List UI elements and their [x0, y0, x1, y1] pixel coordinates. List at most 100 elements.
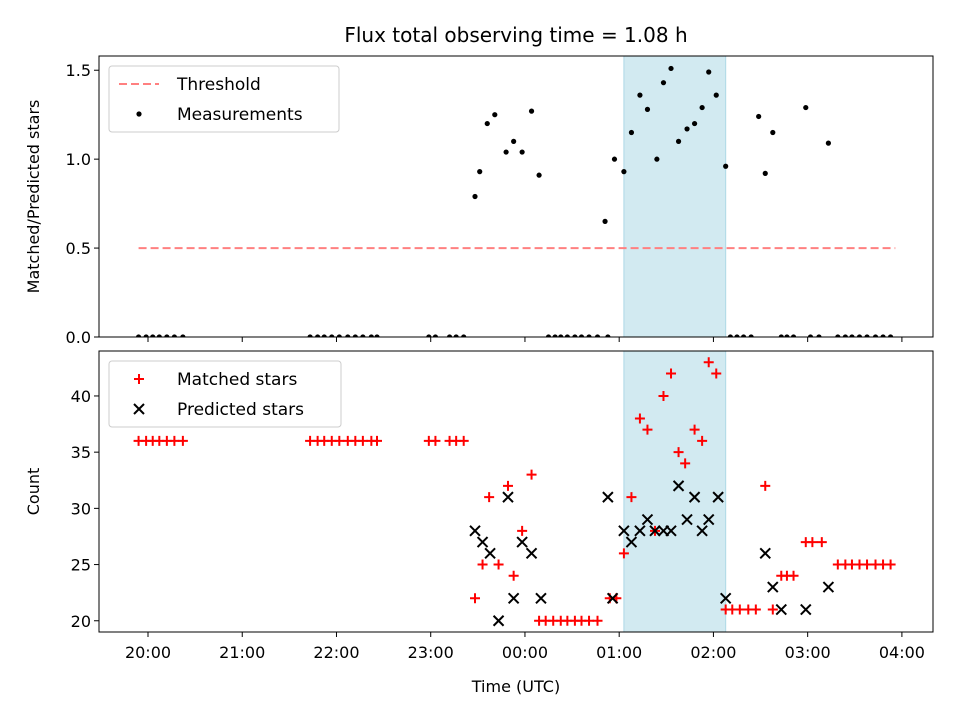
predicted-star-point	[672, 480, 685, 492]
predicted-star-point	[665, 525, 677, 537]
y-axis-label: Count	[24, 468, 43, 516]
matched-star-point	[618, 548, 629, 559]
observing-interval-shade	[623, 350, 727, 633]
measurement-point	[594, 334, 601, 337]
predicted-star-point	[649, 525, 661, 537]
measurement-point	[790, 334, 797, 337]
x-tick-label: 21:00	[219, 643, 265, 662]
measurement-point	[778, 334, 784, 337]
measurement-point	[756, 113, 762, 120]
predicted-star-point	[688, 491, 701, 503]
predicted-star-point	[535, 592, 547, 604]
measurement-point	[329, 334, 335, 337]
measurement-point	[602, 218, 608, 224]
measurement-point	[668, 65, 674, 72]
matched-star-point	[689, 424, 700, 435]
measurement-point	[803, 104, 809, 111]
measurement-point	[511, 138, 517, 144]
measurement-point	[307, 334, 313, 337]
measurement-point	[644, 106, 651, 112]
measurement-point	[143, 334, 149, 337]
measurement-point	[849, 334, 855, 337]
predicted-star-point	[822, 581, 835, 593]
matched-star-point	[666, 368, 677, 379]
matched-star-point	[658, 390, 669, 401]
predicted-star-point	[759, 547, 771, 560]
predicted-star-point	[502, 491, 514, 503]
matched-star-point	[458, 435, 469, 446]
measurement-point	[723, 163, 729, 169]
measurement-point	[628, 129, 635, 136]
y-axis-label: Matched/Predicted stars	[24, 100, 43, 294]
matched-star-point	[767, 604, 778, 615]
legend: Threshold Measurements	[108, 65, 340, 133]
x-tick-label: 23:00	[408, 643, 454, 662]
measurement-point	[842, 334, 848, 337]
predicted-star-point	[525, 547, 538, 560]
measurement-point	[345, 334, 351, 337]
matched-star-point	[680, 458, 691, 469]
legend: Matched stars Predicted stars	[108, 360, 342, 428]
measurement-point	[621, 169, 627, 175]
measurement-point	[770, 129, 776, 136]
matched-star-point	[493, 559, 504, 570]
x-axis-label: Time (UTC)	[471, 677, 560, 696]
count-panel: 20 25 30 35 40 20:00 21:00 22:00 23:00 00:00 01:00…	[24, 350, 934, 662]
measurement-point	[446, 334, 453, 337]
measurement-point	[713, 92, 719, 98]
measurement-point	[699, 104, 705, 111]
matched-star-point	[862, 559, 873, 570]
measurement-point	[586, 334, 592, 337]
matched-star-point	[626, 492, 637, 503]
y-tick-label: 1.0	[66, 150, 91, 169]
measurement-point	[654, 156, 660, 162]
measurement-point	[637, 92, 643, 98]
matched-star-point	[592, 615, 603, 626]
measurement-point	[453, 334, 459, 337]
axes-frame	[98, 350, 934, 633]
predicted-star-point	[625, 536, 638, 548]
measurement-point	[545, 334, 552, 337]
matched-star-point	[584, 615, 595, 626]
predicted-star-point	[476, 536, 489, 548]
legend-predicted-handle	[133, 403, 145, 415]
measurement-point	[660, 80, 667, 86]
measurement-point	[691, 120, 698, 127]
legend-matched-handle	[134, 374, 144, 384]
predicted-star-point	[800, 603, 812, 616]
matched-star-point	[502, 480, 513, 491]
predicted-star-point	[712, 491, 724, 503]
y-tick-label: 20	[71, 612, 91, 631]
matched-star-point	[357, 435, 368, 446]
measurement-point	[835, 334, 841, 337]
matched-star-point	[430, 435, 441, 446]
measurement-point	[180, 334, 186, 337]
predicted-star-point	[719, 592, 732, 604]
measurement-point	[432, 334, 439, 337]
matched-star-point	[711, 368, 722, 379]
matched-star-point	[470, 593, 481, 604]
x-tick-label: 20:00	[125, 643, 171, 662]
measurement-point	[684, 126, 690, 132]
measurement-point	[605, 334, 611, 337]
matched-star-point	[673, 447, 684, 458]
matched-star-point	[169, 435, 180, 446]
matched-star-point	[526, 469, 537, 480]
measurement-point	[578, 334, 585, 337]
measurement-point	[552, 334, 558, 337]
matched-star-point	[734, 604, 745, 615]
measurement-point	[336, 334, 342, 337]
predicted-star-point	[516, 536, 528, 548]
predicted-star-point	[606, 592, 619, 604]
legend-label: Predicted stars	[177, 400, 304, 420]
predicted-star-point	[775, 603, 787, 616]
measurement-point	[368, 334, 374, 337]
matched-star-point	[697, 435, 708, 446]
matched-star-point	[788, 570, 799, 581]
measurement-point	[164, 334, 170, 337]
measurement-point	[611, 156, 618, 162]
measurement-point	[461, 334, 467, 337]
measurement-point	[762, 170, 768, 176]
predicted-star-point	[767, 581, 779, 593]
y-tick-label: 0.0	[66, 328, 91, 347]
